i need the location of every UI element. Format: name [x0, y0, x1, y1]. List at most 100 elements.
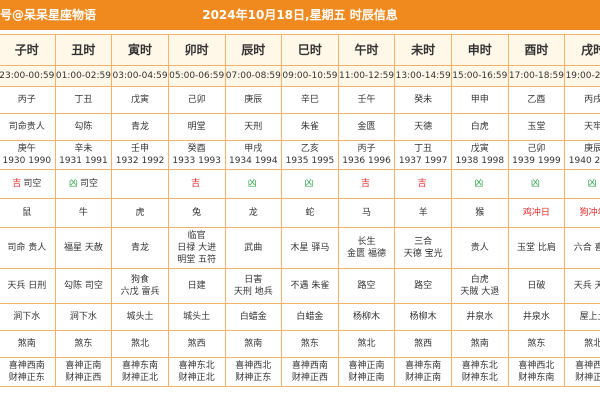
deity: 天刑: [244, 122, 263, 132]
zodiac-animal: 兔: [192, 208, 202, 218]
deity: 朱雀: [300, 122, 319, 132]
evils-row-cell: 勾陈 司空: [54, 268, 113, 304]
god-row-cell: 玉堂: [507, 113, 566, 141]
sha-row-cell: 煞西: [394, 330, 452, 358]
time-range-row-cell: 17:00-18:59: [507, 65, 566, 87]
animal-row-cell: 兔: [167, 198, 226, 228]
stars-row-cell: 青龙: [111, 227, 169, 269]
inauspicious-star: 路空: [414, 281, 433, 291]
time-range: 17:00-18:59: [508, 71, 564, 81]
luck-badge: 凶: [68, 179, 78, 189]
directions-row-cell: 喜神西北 财神东南: [507, 357, 566, 387]
time-range-row-cell: 07:00-08:59: [224, 65, 283, 87]
evils-row-cell: 天兵 天牢: [564, 268, 600, 304]
time-range-row-cell: 03:00-04:59: [111, 65, 169, 87]
hour-label: 申时: [467, 43, 492, 57]
auspicious-star: 临官: [187, 231, 206, 241]
time-range: 03:00-04:59: [112, 71, 168, 81]
luck-badge: 吉: [191, 179, 201, 189]
stars-row-cell: 木星 驿马: [281, 227, 339, 269]
hour-row-cell: 申时: [451, 34, 509, 66]
chong-row-cell: 己卯 1939 1999: [507, 140, 566, 170]
deity: 勾陈: [74, 122, 93, 132]
ganzhi-row-cell: 丙子: [0, 86, 56, 114]
sha-direction: 煞北: [584, 339, 600, 349]
sha-direction: 煞西: [187, 339, 206, 349]
directions-row-cell: 喜神东南 财神正南: [394, 357, 452, 387]
nayin-element: 杨柳木: [409, 312, 437, 322]
header-bar: 号@呆呆星座物语 2024年10月18日,星期五 时辰信息: [0, 0, 600, 30]
inauspicious-star: 路空: [357, 281, 376, 291]
ganzhi: 庚辰: [244, 95, 263, 105]
nayin-element: 城头土: [126, 312, 154, 322]
deity: 司命贵人: [8, 122, 45, 132]
sha-direction: 煞南: [17, 339, 36, 349]
auspicious-star: 日禄 大进: [177, 243, 217, 253]
animal-row-cell: 蛇: [281, 198, 339, 228]
auspicious-star: 青龙: [131, 243, 150, 253]
ganzhi: 戊寅: [131, 95, 150, 105]
time-range: 05:00-06:59: [169, 71, 225, 81]
directions-row-cell: 喜神正南 财神正西: [54, 357, 113, 387]
deity-direction: 喜神东北: [461, 361, 498, 371]
chong-line: 1931 1991: [59, 156, 108, 166]
ganzhi-row-cell: 乙酉: [507, 86, 566, 114]
nayin-element: 城头土: [183, 312, 211, 322]
time-range: 01:00-02:59: [55, 71, 111, 81]
directions-row: 喜神西南 财神正东 喜神正南 财神正西 喜神东南 财神正北 喜神东北 财神正北 喜神西北 财神正东…: [0, 357, 600, 387]
animal-row-cell: 牛: [54, 198, 113, 228]
source-label: 号@呆呆星座物语: [0, 8, 97, 22]
hour-row-cell: 辰时: [224, 34, 283, 66]
evils-row-cell: 白虎 天賊 大退: [451, 268, 509, 304]
ganzhi: 丙子: [17, 95, 36, 105]
time-range: 13:00-14:59: [395, 71, 451, 81]
element-row-cell: 城头土: [167, 303, 226, 331]
hour-label: 寅时: [128, 43, 153, 57]
auspicious-star: 天德 宝光: [403, 249, 443, 259]
sha-direction: 煞东: [300, 339, 319, 349]
time-range: 11:00-12:59: [339, 71, 395, 81]
animal-row-cell: 龙: [224, 198, 283, 228]
directions-row-cell: 喜神西南财神正东: [0, 357, 56, 387]
auspicious-star: 金匮 福德: [347, 249, 386, 259]
inauspicious-star: 六戊 雷兵: [120, 287, 160, 297]
stars-row-cell: 长生 金匮 福德: [337, 227, 396, 269]
auspicious-star: 三合: [414, 237, 433, 247]
deity-direction: 喜神西南: [8, 361, 45, 371]
deity-direction: 财神正东: [8, 373, 45, 383]
hour-label: 未时: [411, 43, 436, 57]
time-range-row-cell: 11:00-12:59: [337, 65, 396, 87]
sha-row-cell: 煞东: [54, 330, 113, 358]
deity-direction: 喜神西北: [518, 361, 555, 371]
auspicious-star: 武曲: [244, 243, 263, 253]
hour-label: 戌时: [581, 43, 600, 57]
deity-direction: 财神正西: [65, 373, 102, 383]
animal-row-cell: 鸡冲日: [507, 198, 566, 228]
time-range-row-cell: 19:00-20:59: [564, 65, 600, 87]
time-range-row-cell: 01:00-02:59: [54, 65, 113, 87]
luck-badge: 凶: [247, 179, 257, 189]
nayin-element: 涧下水: [13, 312, 41, 322]
ganzhi: 甲申: [470, 95, 489, 105]
ganzhi-row-cell: 庚辰: [224, 86, 283, 114]
ganzhi-row-cell: 壬午: [337, 86, 396, 114]
stars-row-cell: 三合 天德 宝光: [394, 227, 452, 269]
hour-row-cell: 巳时: [281, 34, 339, 66]
zodiac-animal: 龙: [248, 208, 258, 218]
auspicious-star: 贵人: [470, 243, 489, 253]
god-row-cell: 勾陈: [54, 113, 113, 141]
element-row-cell: 白蜡金: [281, 303, 339, 331]
luck-row-cell: 凶: [451, 169, 509, 199]
ganzhi: 己卯: [187, 95, 206, 105]
evils-row-cell: 日破: [507, 268, 566, 304]
time-range: 19:00-20:59: [565, 71, 600, 81]
hours-table: 子时 丑时 寅时 卯时 辰时 巳时 午时 未时 申时 酉时 戌时 23:00-00:5901:00-0…: [0, 34, 600, 387]
nayin-element: 白蜡金: [239, 312, 267, 322]
luck-row-cell: 凶: [507, 169, 566, 199]
deity-direction: 喜神东南: [405, 361, 442, 371]
time-range-row-cell: 13:00-14:59: [394, 65, 452, 87]
time-range-row-cell: 05:00-06:59: [167, 65, 226, 87]
god-row-cell: 天刑: [224, 113, 283, 141]
deity-direction: 喜神正南: [348, 361, 385, 371]
